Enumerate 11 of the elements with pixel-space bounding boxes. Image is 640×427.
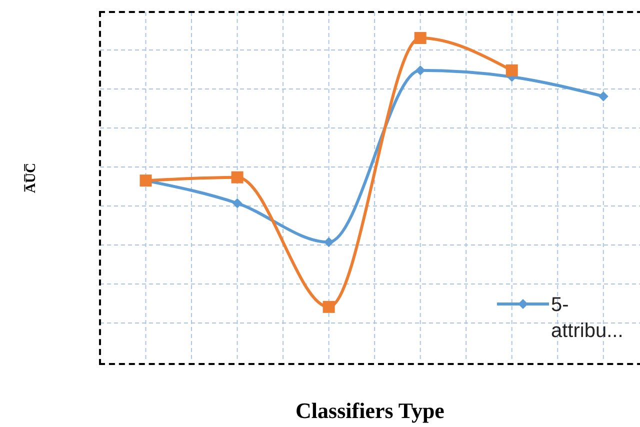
x-axis-title: Classifiers Type [294,398,446,424]
legend-label: 5-attribu... [551,293,624,344]
point [598,91,608,102]
point [506,64,518,76]
point [324,237,334,248]
point [415,65,426,76]
point [231,171,244,184]
point [232,198,242,208]
point [322,300,335,313]
point [414,32,426,44]
y-axis-title: A̅U̅C̅ [24,162,40,196]
